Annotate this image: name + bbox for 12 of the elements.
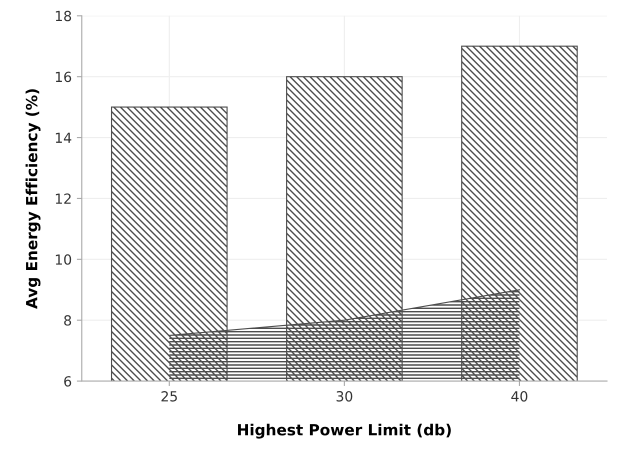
x-tick-label: 40 — [511, 391, 528, 402]
y-tick-label: 10 — [56, 254, 72, 265]
x-tick-label: 25 — [161, 391, 177, 402]
y-tick-label: 16 — [56, 72, 72, 82]
y-tick-label: 12 — [56, 193, 71, 204]
y-tick-label: 14 — [56, 132, 72, 143]
y-tick-label: 6 — [64, 376, 72, 387]
y-axis-title: Avg Energy Efficiency (%) — [26, 89, 40, 309]
x-tick-label: 30 — [336, 391, 352, 402]
x-axis-title: Highest Power Limit (db) — [238, 424, 451, 439]
y-tick-label: 8 — [64, 315, 72, 326]
y-tick-label: 18 — [56, 10, 72, 22]
